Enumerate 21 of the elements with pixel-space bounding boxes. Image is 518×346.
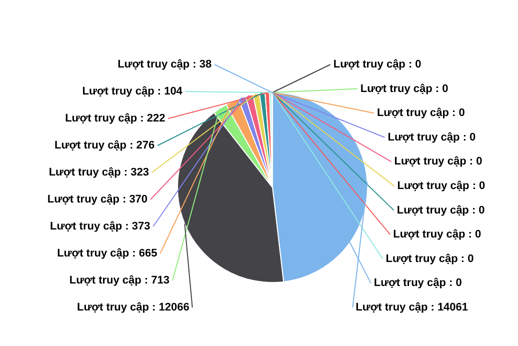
data-label: Lượt truy cập : 665 [57,248,158,260]
data-label: Lượt truy cập : 104 [82,86,184,98]
text: Lượt truy cập : 0 [360,82,448,95]
text: Lượt truy cập : 0 [397,180,486,192]
data-label: Lượt truy cập : 12066 [76,302,190,314]
text: Lượt truy cập : 0 [394,156,482,168]
data-label: Lượt truy cập : 713 [69,274,170,286]
data-label: Lượt truy cập : 222 [65,112,166,124]
data-label: Lượt truy cập : 38 [118,58,212,70]
data-label: Lượt truy cập : 14061 [356,302,468,314]
text: Lượt truy cập : 0 [393,228,482,241]
text: Lượt truy cập : 0 [376,107,465,120]
text: Lượt truy cập : 0 [374,277,462,290]
data-label: Lượt truy cập : 373 [50,220,150,232]
data-label: Lượt truy cập : 276 [54,140,155,152]
text: Lượt truy cập : 0 [396,204,485,216]
data-label: Lượt truy cập : 370 [47,194,148,206]
data-label: Lượt truy cập : 323 [48,166,149,178]
text: Lượt truy cập : 0 [386,252,474,265]
text: Lượt truy cập : 0 [333,58,422,70]
text: Lượt truy cập : 0 [388,131,476,144]
